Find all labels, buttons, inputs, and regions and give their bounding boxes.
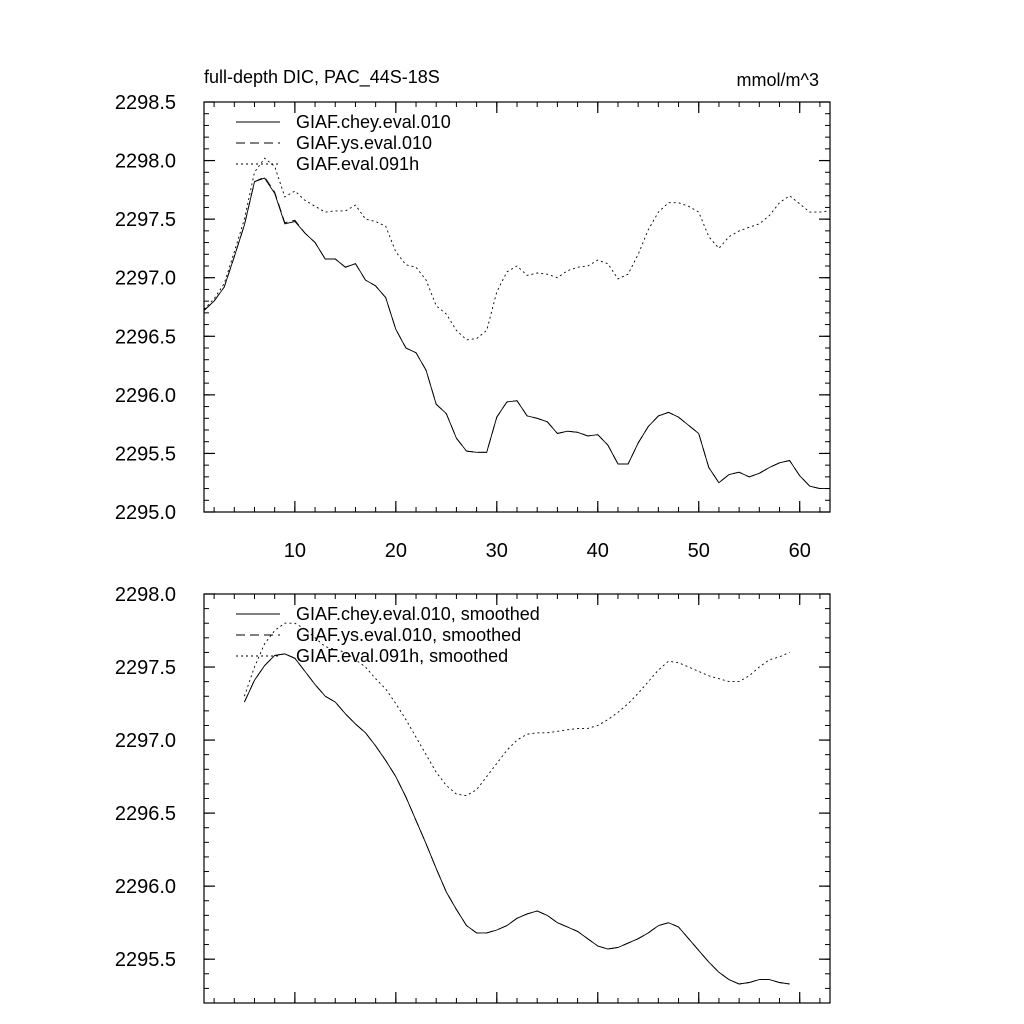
y-tick-label: 2296.0 <box>115 385 176 407</box>
y-tick-label: 2298.5 <box>115 92 176 114</box>
units-label: mmol/m^3 <box>737 70 819 90</box>
legend-label: GIAF.ys.eval.010, smoothed <box>296 625 521 645</box>
y-tick-label: 2295.5 <box>115 443 176 465</box>
y-tick-label: 2295.0 <box>115 502 176 524</box>
x-tick-label: 10 <box>284 540 306 562</box>
y-tick-label: 2297.0 <box>115 268 176 290</box>
y-tick-label: 2297.5 <box>115 657 176 679</box>
figure-title: full-depth DIC, PAC_44S-18S <box>204 67 440 88</box>
x-tick-label: 30 <box>486 540 508 562</box>
y-tick-label: 2297.0 <box>115 730 176 752</box>
legend-label: GIAF.eval.091h, smoothed <box>296 646 508 666</box>
legend-label: GIAF.chey.eval.010 <box>296 112 451 132</box>
x-tick-label: 60 <box>789 540 811 562</box>
y-tick-label: 2297.5 <box>115 209 176 231</box>
x-tick-label: 40 <box>587 540 609 562</box>
y-tick-label: 2298.0 <box>115 151 176 173</box>
series-line-2 <box>203 176 830 490</box>
y-tick-label: 2296.5 <box>115 326 176 348</box>
bottom-panel: 2295.5 2296.0 2296.5 2297.0 2297.5 2298.0 GIAF… <box>115 584 831 1004</box>
y-tick-label: 2296.5 <box>115 803 176 825</box>
series-line-2 <box>243 653 790 985</box>
series-line-1 <box>243 653 790 985</box>
top-panel: 2295.0 2295.5 2296.0 2296.5 2297.0 2297.5 2298… <box>115 92 831 562</box>
legend-label: GIAF.ys.eval.010 <box>296 133 432 153</box>
y-tick-label: 2296.0 <box>115 876 176 898</box>
series-line-3 <box>203 157 831 341</box>
x-tick-label: 50 <box>688 540 710 562</box>
x-tick-label: 20 <box>385 540 407 562</box>
legend-label: GIAF.chey.eval.010, smoothed <box>296 604 540 624</box>
y-tick-label: 2298.0 <box>115 584 176 606</box>
y-tick-label: 2295.5 <box>115 949 176 971</box>
legend-label: GIAF.eval.091h <box>296 154 419 174</box>
